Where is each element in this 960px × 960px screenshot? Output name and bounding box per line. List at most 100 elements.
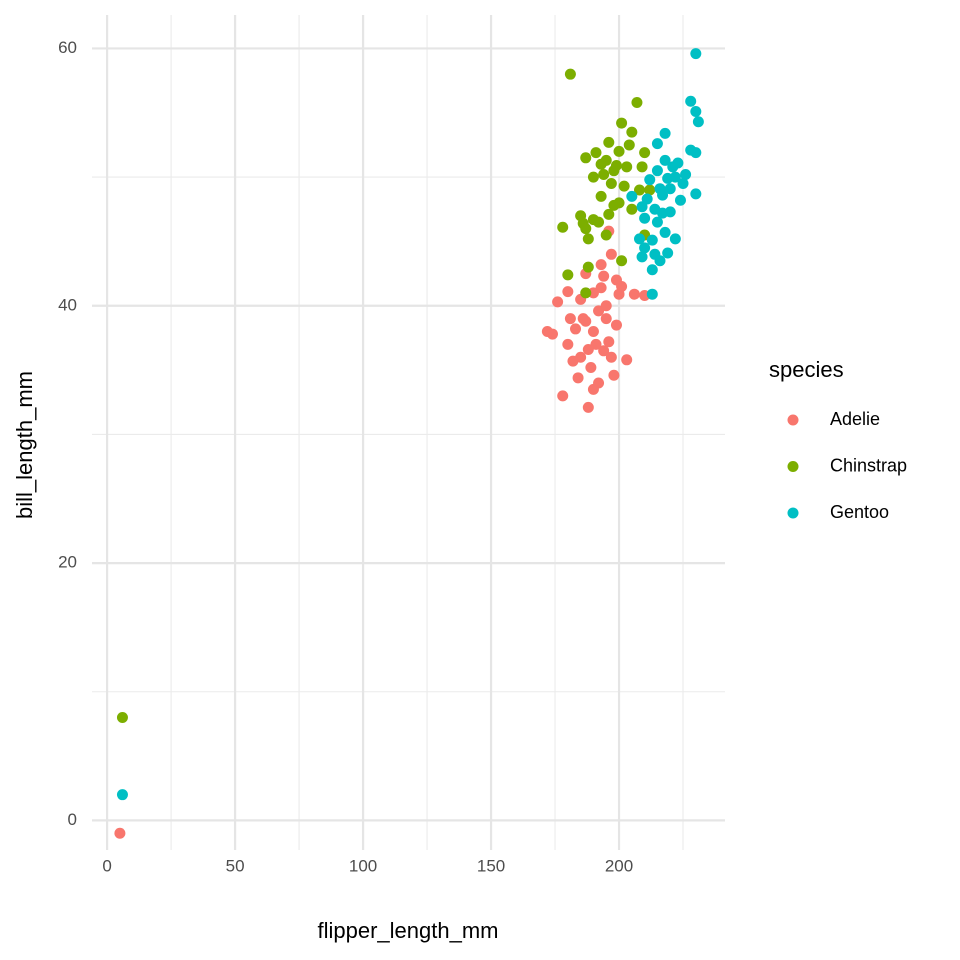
point (562, 286, 574, 298)
point (562, 338, 574, 350)
legend-label: Adelie (830, 409, 880, 429)
y-tick-label: 0 (68, 810, 77, 829)
point (623, 139, 635, 151)
y-tick-label: 40 (58, 295, 77, 314)
point (598, 169, 610, 181)
point (603, 136, 615, 148)
point (631, 96, 643, 108)
point (641, 193, 653, 205)
point (651, 216, 663, 228)
point (669, 233, 681, 245)
point (557, 390, 569, 402)
legend-key (787, 507, 799, 519)
x-tick-label: 50 (226, 856, 245, 875)
y-axis-title: bill_length_mm (12, 371, 37, 519)
point (600, 229, 612, 241)
point (582, 261, 594, 273)
point (570, 323, 582, 335)
point (690, 188, 702, 200)
point (598, 270, 610, 282)
point (644, 184, 656, 196)
point (598, 345, 610, 357)
point (587, 383, 599, 395)
point (595, 259, 607, 271)
point (577, 217, 589, 229)
point (580, 315, 592, 327)
legend-label: Chinstrap (830, 455, 907, 475)
grid (92, 15, 725, 850)
point (587, 171, 599, 183)
point (610, 319, 622, 331)
point (587, 326, 599, 338)
point (636, 251, 648, 263)
point (585, 362, 597, 374)
point (626, 126, 638, 138)
x-tick-label: 150 (477, 856, 505, 875)
point (610, 160, 622, 172)
point (587, 214, 599, 226)
point (616, 117, 628, 129)
point (692, 116, 704, 128)
point (690, 105, 702, 117)
point (582, 344, 594, 356)
point (646, 288, 658, 300)
point (628, 288, 640, 300)
legend-title: species (769, 357, 844, 382)
point (595, 158, 607, 170)
point (608, 369, 620, 381)
point (669, 171, 681, 183)
point (646, 234, 658, 246)
point (613, 145, 625, 157)
point (595, 282, 607, 294)
point (685, 95, 697, 107)
point (659, 226, 671, 238)
point (605, 178, 617, 190)
x-axis-title: flipper_length_mm (318, 918, 499, 943)
point (593, 305, 605, 317)
point (639, 212, 651, 224)
point (651, 165, 663, 177)
point (605, 248, 617, 260)
point (595, 190, 607, 202)
legend-label: Gentoo (830, 502, 889, 522)
point (621, 354, 633, 366)
series-points (114, 225, 651, 839)
point (690, 147, 702, 159)
point (610, 274, 622, 286)
point (690, 48, 702, 60)
point (567, 355, 579, 367)
point (557, 221, 569, 233)
point (546, 328, 558, 340)
point (626, 190, 638, 202)
point (580, 287, 592, 299)
point (572, 372, 584, 384)
point (564, 68, 576, 80)
point (582, 401, 594, 413)
y-tick-label: 60 (58, 38, 77, 57)
point (674, 194, 686, 206)
point (605, 351, 617, 363)
point (657, 207, 669, 219)
point (618, 180, 630, 192)
x-tick-label: 100 (349, 856, 377, 875)
x-tick-label: 200 (605, 856, 633, 875)
point (116, 711, 128, 723)
point (636, 201, 648, 213)
point (664, 183, 676, 195)
point (603, 336, 615, 348)
point (659, 154, 671, 166)
point (608, 199, 620, 211)
point (603, 208, 615, 220)
point (114, 827, 126, 839)
point (680, 169, 692, 181)
point (639, 242, 651, 254)
point (600, 313, 612, 325)
point (626, 203, 638, 215)
legend-key (787, 461, 799, 472)
point (562, 269, 574, 281)
point (654, 183, 666, 195)
point (634, 184, 646, 196)
point (621, 161, 633, 173)
x-tick-label: 0 (102, 856, 111, 875)
